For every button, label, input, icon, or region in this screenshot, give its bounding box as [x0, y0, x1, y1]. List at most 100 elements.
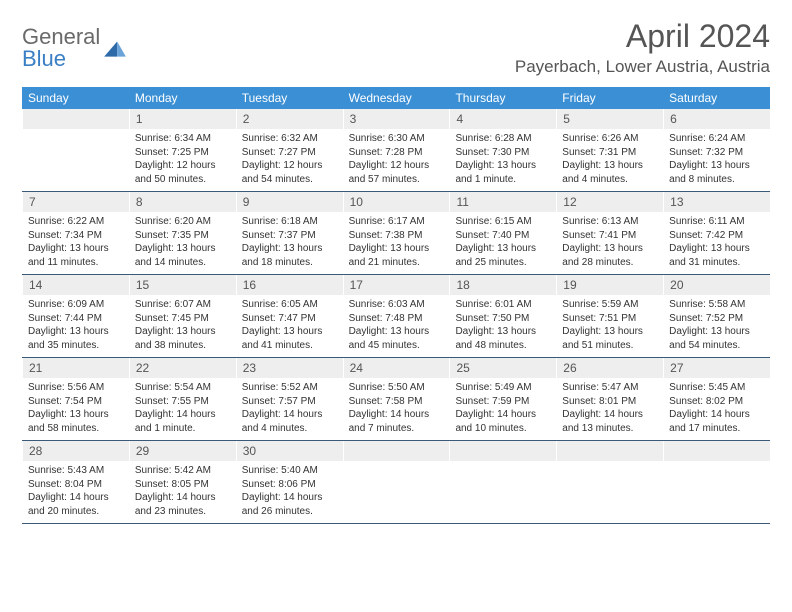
sunset-text: Sunset: 7:37 PM: [242, 229, 337, 243]
day-cell: 11Sunrise: 6:15 AMSunset: 7:40 PMDayligh…: [449, 192, 556, 274]
sunrise-text: Sunrise: 6:28 AM: [455, 132, 550, 146]
sunrise-text: Sunrise: 6:18 AM: [242, 215, 337, 229]
daylight-text: Daylight: 13 hours and 18 minutes.: [242, 242, 337, 269]
day-number: 30: [236, 441, 343, 461]
sunset-text: Sunset: 7:52 PM: [669, 312, 764, 326]
day-cell: 26Sunrise: 5:47 AMSunset: 8:01 PMDayligh…: [556, 358, 663, 440]
day-body: Sunrise: 6:24 AMSunset: 7:32 PMDaylight:…: [663, 129, 770, 190]
day-body: Sunrise: 6:28 AMSunset: 7:30 PMDaylight:…: [449, 129, 556, 190]
day-number: 14: [22, 275, 129, 295]
day-body: Sunrise: 6:09 AMSunset: 7:44 PMDaylight:…: [22, 295, 129, 356]
day-number: [663, 441, 770, 461]
daylight-text: Daylight: 14 hours and 20 minutes.: [28, 491, 123, 518]
day-cell: [343, 441, 450, 523]
weeks-container: 1Sunrise: 6:34 AMSunset: 7:25 PMDaylight…: [22, 109, 770, 524]
day-number: 6: [663, 109, 770, 129]
day-number: 22: [129, 358, 236, 378]
day-number: 12: [556, 192, 663, 212]
day-number: 4: [449, 109, 556, 129]
daylight-text: Daylight: 14 hours and 4 minutes.: [242, 408, 337, 435]
sunset-text: Sunset: 7:45 PM: [135, 312, 230, 326]
week-row: 21Sunrise: 5:56 AMSunset: 7:54 PMDayligh…: [22, 358, 770, 441]
sunset-text: Sunset: 7:31 PM: [562, 146, 657, 160]
day-number: 5: [556, 109, 663, 129]
daylight-text: Daylight: 13 hours and 51 minutes.: [562, 325, 657, 352]
month-title: April 2024: [515, 18, 770, 55]
sunrise-text: Sunrise: 6:17 AM: [349, 215, 444, 229]
sunset-text: Sunset: 7:54 PM: [28, 395, 123, 409]
daylight-text: Daylight: 13 hours and 25 minutes.: [455, 242, 550, 269]
day-body: Sunrise: 6:30 AMSunset: 7:28 PMDaylight:…: [343, 129, 450, 190]
sunset-text: Sunset: 7:34 PM: [28, 229, 123, 243]
sunrise-text: Sunrise: 6:34 AM: [135, 132, 230, 146]
day-cell: 3Sunrise: 6:30 AMSunset: 7:28 PMDaylight…: [343, 109, 450, 191]
day-number: 25: [449, 358, 556, 378]
day-number: 29: [129, 441, 236, 461]
day-body: Sunrise: 6:13 AMSunset: 7:41 PMDaylight:…: [556, 212, 663, 273]
day-number: 26: [556, 358, 663, 378]
sunrise-text: Sunrise: 6:15 AM: [455, 215, 550, 229]
day-body: Sunrise: 6:34 AMSunset: 7:25 PMDaylight:…: [129, 129, 236, 190]
sunset-text: Sunset: 7:32 PM: [669, 146, 764, 160]
day-body: Sunrise: 5:56 AMSunset: 7:54 PMDaylight:…: [22, 378, 129, 439]
week-row: 1Sunrise: 6:34 AMSunset: 7:25 PMDaylight…: [22, 109, 770, 192]
day-cell: 13Sunrise: 6:11 AMSunset: 7:42 PMDayligh…: [663, 192, 770, 274]
daylight-text: Daylight: 13 hours and 38 minutes.: [135, 325, 230, 352]
day-body: Sunrise: 5:50 AMSunset: 7:58 PMDaylight:…: [343, 378, 450, 439]
day-cell: 27Sunrise: 5:45 AMSunset: 8:02 PMDayligh…: [663, 358, 770, 440]
day-header: Friday: [556, 87, 663, 109]
daylight-text: Daylight: 14 hours and 17 minutes.: [669, 408, 764, 435]
day-number: 18: [449, 275, 556, 295]
day-body: [556, 461, 663, 468]
day-number: 15: [129, 275, 236, 295]
day-cell: 9Sunrise: 6:18 AMSunset: 7:37 PMDaylight…: [236, 192, 343, 274]
sunset-text: Sunset: 7:48 PM: [349, 312, 444, 326]
sunset-text: Sunset: 8:06 PM: [242, 478, 337, 492]
daylight-text: Daylight: 13 hours and 48 minutes.: [455, 325, 550, 352]
day-cell: 28Sunrise: 5:43 AMSunset: 8:04 PMDayligh…: [22, 441, 129, 523]
sunset-text: Sunset: 7:50 PM: [455, 312, 550, 326]
day-number: [22, 109, 129, 129]
daylight-text: Daylight: 14 hours and 13 minutes.: [562, 408, 657, 435]
day-body: Sunrise: 5:45 AMSunset: 8:02 PMDaylight:…: [663, 378, 770, 439]
day-body: [449, 461, 556, 468]
sunrise-text: Sunrise: 6:30 AM: [349, 132, 444, 146]
day-cell: 1Sunrise: 6:34 AMSunset: 7:25 PMDaylight…: [129, 109, 236, 191]
daylight-text: Daylight: 14 hours and 7 minutes.: [349, 408, 444, 435]
day-body: Sunrise: 5:40 AMSunset: 8:06 PMDaylight:…: [236, 461, 343, 522]
sunrise-text: Sunrise: 5:58 AM: [669, 298, 764, 312]
day-cell: 12Sunrise: 6:13 AMSunset: 7:41 PMDayligh…: [556, 192, 663, 274]
day-cell: 17Sunrise: 6:03 AMSunset: 7:48 PMDayligh…: [343, 275, 450, 357]
sunrise-text: Sunrise: 5:40 AM: [242, 464, 337, 478]
sunset-text: Sunset: 7:59 PM: [455, 395, 550, 409]
sunrise-text: Sunrise: 6:09 AM: [28, 298, 123, 312]
sunrise-text: Sunrise: 6:01 AM: [455, 298, 550, 312]
sunrise-text: Sunrise: 6:11 AM: [669, 215, 764, 229]
sunset-text: Sunset: 8:05 PM: [135, 478, 230, 492]
daylight-text: Daylight: 13 hours and 11 minutes.: [28, 242, 123, 269]
sunrise-text: Sunrise: 5:52 AM: [242, 381, 337, 395]
sunset-text: Sunset: 7:30 PM: [455, 146, 550, 160]
logo-triangle-icon: [102, 35, 128, 61]
day-number: 20: [663, 275, 770, 295]
day-number: [343, 441, 450, 461]
sunrise-text: Sunrise: 6:32 AM: [242, 132, 337, 146]
day-body: Sunrise: 6:32 AMSunset: 7:27 PMDaylight:…: [236, 129, 343, 190]
day-number: 28: [22, 441, 129, 461]
calendar-header-row: Sunday Monday Tuesday Wednesday Thursday…: [22, 87, 770, 109]
day-body: [343, 461, 450, 468]
sunset-text: Sunset: 7:40 PM: [455, 229, 550, 243]
sunrise-text: Sunrise: 5:50 AM: [349, 381, 444, 395]
day-header: Sunday: [22, 87, 129, 109]
logo-text-bottom: Blue: [22, 48, 100, 70]
day-cell: [22, 109, 129, 191]
day-body: Sunrise: 6:03 AMSunset: 7:48 PMDaylight:…: [343, 295, 450, 356]
day-cell: 20Sunrise: 5:58 AMSunset: 7:52 PMDayligh…: [663, 275, 770, 357]
day-cell: 7Sunrise: 6:22 AMSunset: 7:34 PMDaylight…: [22, 192, 129, 274]
week-row: 7Sunrise: 6:22 AMSunset: 7:34 PMDaylight…: [22, 192, 770, 275]
day-body: Sunrise: 5:54 AMSunset: 7:55 PMDaylight:…: [129, 378, 236, 439]
day-cell: 10Sunrise: 6:17 AMSunset: 7:38 PMDayligh…: [343, 192, 450, 274]
day-body: Sunrise: 6:07 AMSunset: 7:45 PMDaylight:…: [129, 295, 236, 356]
sunset-text: Sunset: 8:01 PM: [562, 395, 657, 409]
daylight-text: Daylight: 13 hours and 41 minutes.: [242, 325, 337, 352]
